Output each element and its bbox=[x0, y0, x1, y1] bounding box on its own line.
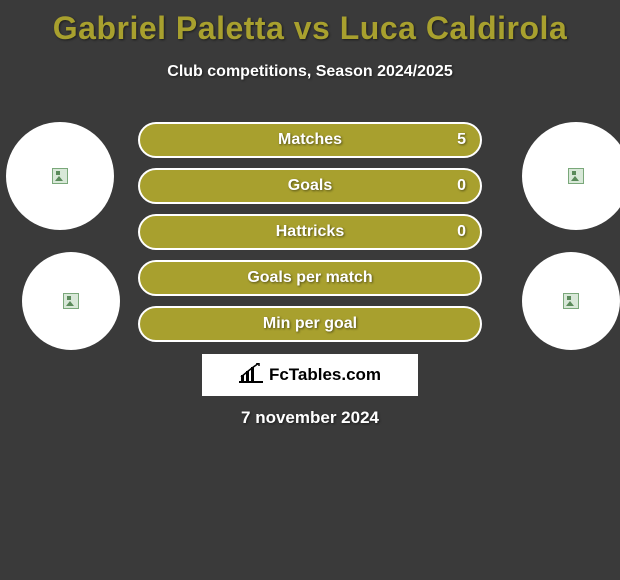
comparison-title: Gabriel Paletta vs Luca Caldirola bbox=[0, 0, 620, 47]
stat-label: Matches bbox=[278, 131, 342, 149]
stat-value: 0 bbox=[457, 223, 466, 241]
subtitle: Club competitions, Season 2024/2025 bbox=[0, 63, 620, 81]
stat-row-hattricks: Hattricks 0 bbox=[138, 214, 482, 250]
stat-row-goals: Goals 0 bbox=[138, 168, 482, 204]
logo-text: FcTables.com bbox=[269, 365, 381, 385]
broken-image-icon bbox=[568, 168, 584, 184]
broken-image-icon bbox=[63, 293, 79, 309]
stats-container: Matches 5 Goals 0 Hattricks 0 Goals per … bbox=[138, 122, 482, 352]
stat-row-matches: Matches 5 bbox=[138, 122, 482, 158]
date-label: 7 november 2024 bbox=[0, 408, 620, 428]
stat-value: 0 bbox=[457, 177, 466, 195]
player1-avatar-circle bbox=[6, 122, 114, 230]
player2-avatar-circle bbox=[522, 122, 620, 230]
stat-row-mpg: Min per goal bbox=[138, 306, 482, 342]
broken-image-icon bbox=[52, 168, 68, 184]
stat-label: Min per goal bbox=[263, 315, 357, 333]
broken-image-icon bbox=[563, 293, 579, 309]
fctables-logo: FcTables.com bbox=[202, 354, 418, 396]
stat-label: Goals bbox=[288, 177, 332, 195]
chart-icon bbox=[239, 363, 263, 388]
stat-label: Goals per match bbox=[247, 269, 372, 287]
player2-club-circle bbox=[522, 252, 620, 350]
stat-row-gpm: Goals per match bbox=[138, 260, 482, 296]
stat-label: Hattricks bbox=[276, 223, 344, 241]
player1-club-circle bbox=[22, 252, 120, 350]
stat-value: 5 bbox=[457, 131, 466, 149]
